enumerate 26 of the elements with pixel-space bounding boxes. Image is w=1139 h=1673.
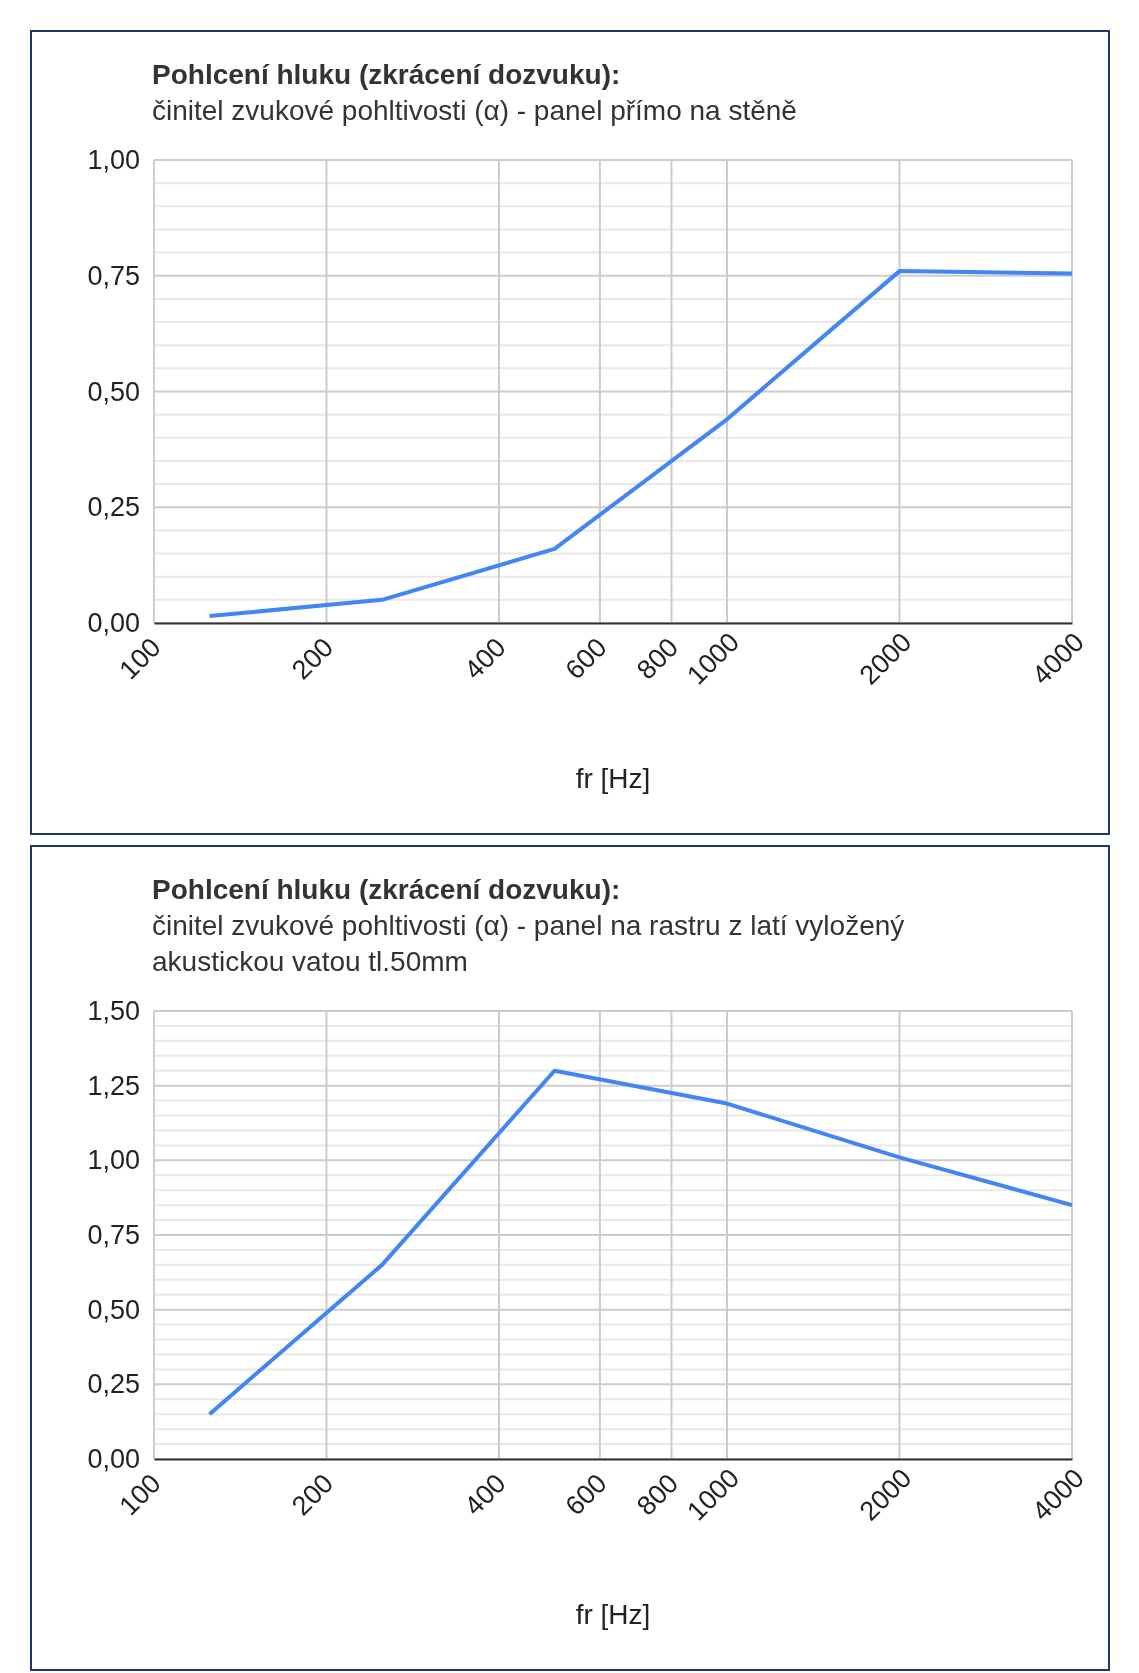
y-tick-label: 1,00 <box>87 1145 140 1176</box>
y-tick-label: 0,25 <box>87 1369 140 1400</box>
x-tick-label: 800 <box>631 632 685 686</box>
x-axis-title: fr [Hz] <box>575 1599 651 1630</box>
y-tick-label: 0,50 <box>87 1294 140 1325</box>
chart-title: Pohlcení hluku (zkrácení dozvuku): <box>152 59 621 90</box>
y-tick-label: 0,50 <box>87 376 140 407</box>
y-tick-label: 1,25 <box>87 1070 140 1101</box>
chart-subtitle: činitel zvukové pohltivosti (α) - panel přímo na stěně <box>152 95 797 126</box>
x-tick-label: 200 <box>286 632 340 686</box>
chart-subtitle: činitel zvukové pohltivosti (α) - panel na rastru z latí vyložený akustickou vatou tl.50mm <box>152 910 905 977</box>
x-tick-label: 800 <box>631 1468 685 1522</box>
y-tick-label: 0,75 <box>87 1220 140 1251</box>
chart-title: Pohlcení hluku (zkrácení dozvuku): <box>152 874 621 905</box>
y-tick-label: 0,75 <box>87 260 140 291</box>
x-tick-label: 400 <box>458 632 512 686</box>
y-tick-label: 1,50 <box>87 996 140 1027</box>
x-axis-title: fr [Hz] <box>575 763 651 794</box>
y-tick-label: 0,25 <box>87 492 140 523</box>
x-tick-label: 600 <box>559 1468 613 1522</box>
y-tick-label: 1,00 <box>87 145 140 176</box>
x-tick-label: 600 <box>559 632 613 686</box>
line-series <box>207 1068 1074 1417</box>
line-series <box>207 269 1074 619</box>
x-tick-label: 400 <box>458 1468 512 1522</box>
x-tick-label: 200 <box>286 1468 340 1522</box>
